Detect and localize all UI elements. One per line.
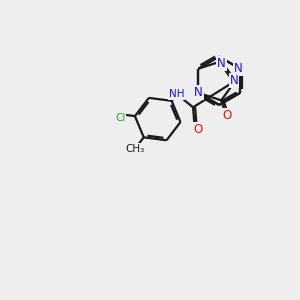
Text: N: N bbox=[217, 57, 226, 70]
Text: O: O bbox=[194, 123, 203, 136]
Text: NH: NH bbox=[169, 89, 184, 99]
Text: N: N bbox=[194, 86, 203, 99]
Text: N: N bbox=[234, 62, 243, 75]
Text: N: N bbox=[230, 74, 238, 87]
Text: O: O bbox=[223, 109, 232, 122]
Text: Cl: Cl bbox=[115, 113, 125, 123]
Text: CH₃: CH₃ bbox=[125, 144, 144, 154]
